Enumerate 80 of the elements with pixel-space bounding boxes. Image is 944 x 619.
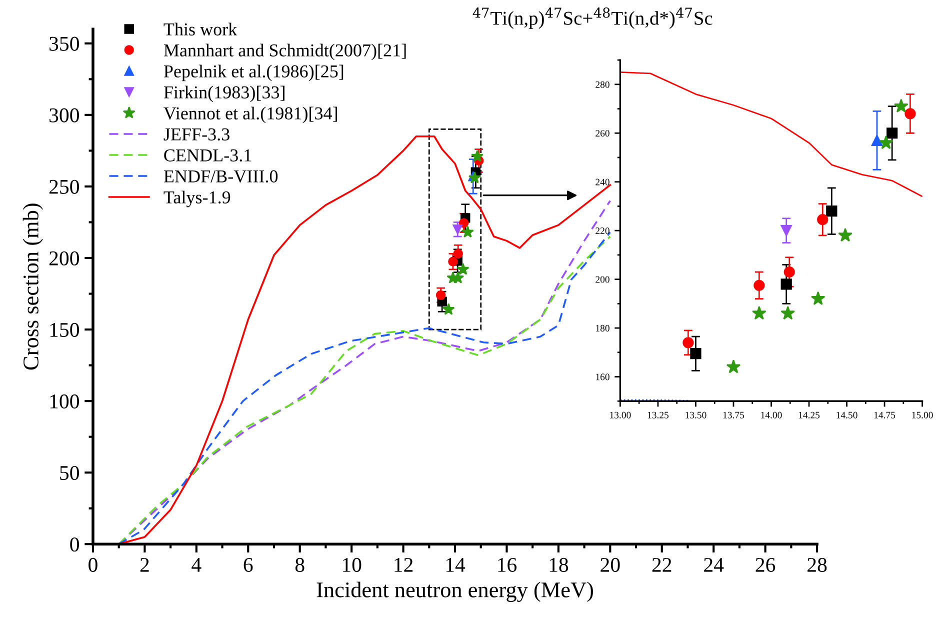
point	[780, 278, 792, 290]
x-tick-label: 24	[704, 558, 724, 572]
x-tick-label: 13.00	[610, 412, 631, 418]
x-tick-label: 16	[498, 558, 517, 572]
point	[904, 108, 916, 120]
point	[453, 248, 463, 259]
point	[780, 306, 796, 320]
x-tick-label: 18	[550, 558, 568, 572]
x-tick-label: 15.00	[912, 412, 933, 418]
legend-label: Talys-1.9	[164, 190, 230, 208]
point	[456, 262, 470, 275]
legend-label: CENDL-3.1	[164, 149, 252, 162]
point	[436, 290, 446, 300]
point	[682, 337, 694, 348]
point	[690, 348, 702, 360]
legend-label: Mannhart and Schmidt(2007)[21]	[164, 44, 406, 60]
x-tick-label: 10	[342, 558, 362, 572]
x-tick-label: 0	[88, 558, 98, 572]
x-tick-label: 13.50	[686, 412, 706, 418]
x-tick-label: 22	[652, 558, 672, 572]
legend-label: This work	[164, 22, 238, 36]
y-tick-label: 240	[596, 178, 610, 186]
point	[871, 134, 883, 146]
x-tick-label: 2	[140, 558, 149, 572]
point	[886, 128, 898, 139]
point	[726, 360, 741, 374]
y-tick-label: 0	[70, 537, 79, 552]
legend-label: Pepelnik et al.(1986)[25]	[164, 64, 344, 82]
y-tick-label: 150	[50, 322, 79, 337]
chart-title: $^{47}$Ti(n,p)$^{47}$Sc+$^{48}$Ti(n,d*)$^{47}$Sc	[472, 8, 712, 29]
y-tick-label: 200	[49, 251, 79, 266]
point	[894, 98, 908, 113]
y-tick-label: 100	[50, 394, 79, 408]
y-tick-label: 350	[50, 36, 79, 51]
point	[471, 150, 484, 162]
y-tick-label: 160	[596, 374, 610, 380]
point	[838, 228, 852, 242]
x-axis-title: Incident neutron energy (MeV)	[316, 582, 593, 602]
x-tick-label: 26	[756, 558, 776, 572]
x-tick-label: 28	[808, 558, 827, 572]
point	[754, 280, 765, 291]
point	[780, 225, 792, 236]
x-tick-label: 20	[600, 558, 620, 572]
y-axis-title: Cross section (mb)	[22, 204, 43, 370]
x-tick-label: 14.00	[761, 412, 782, 418]
x-tick-label: 13.75	[723, 412, 744, 418]
point	[461, 226, 474, 238]
x-tick-label: 8	[295, 558, 304, 572]
point	[468, 171, 481, 184]
x-tick-label: 13.25	[648, 412, 669, 418]
y-tick-label: 260	[596, 130, 610, 137]
x-tick-label: 6	[244, 558, 253, 572]
point	[458, 218, 469, 228]
legend-label: ENDF/B-VIII.0	[164, 170, 278, 183]
x-tick-label: 4	[192, 558, 202, 572]
y-tick-label: 180	[596, 324, 610, 332]
y-tick-label: 220	[596, 227, 610, 234]
legend-label: Viennot et al.(1981)[34]	[164, 106, 337, 124]
x-tick-label: 14.25	[798, 412, 820, 418]
point	[878, 135, 894, 150]
point	[810, 291, 826, 305]
y-tick-label: 200	[596, 276, 610, 283]
line-series	[620, 72, 922, 198]
point	[817, 214, 828, 226]
point	[784, 266, 795, 278]
y-tick-label: 300	[50, 108, 79, 122]
point	[826, 206, 838, 217]
legend-label: JEFF-3.3	[164, 128, 230, 141]
x-tick-label: 14.75	[874, 412, 896, 418]
x-tick-label: 14.50	[836, 412, 858, 418]
y-tick-label: 50	[60, 466, 79, 480]
y-tick-label: 280	[596, 81, 610, 88]
point	[442, 302, 455, 315]
point	[752, 306, 766, 320]
x-tick-label: 12	[394, 558, 413, 572]
y-tick-label: 250	[49, 180, 79, 194]
x-tick-label: 14	[446, 558, 466, 572]
legend-label: Firkin(1983)[33]	[164, 86, 284, 102]
point	[452, 224, 462, 234]
point	[448, 256, 458, 266]
